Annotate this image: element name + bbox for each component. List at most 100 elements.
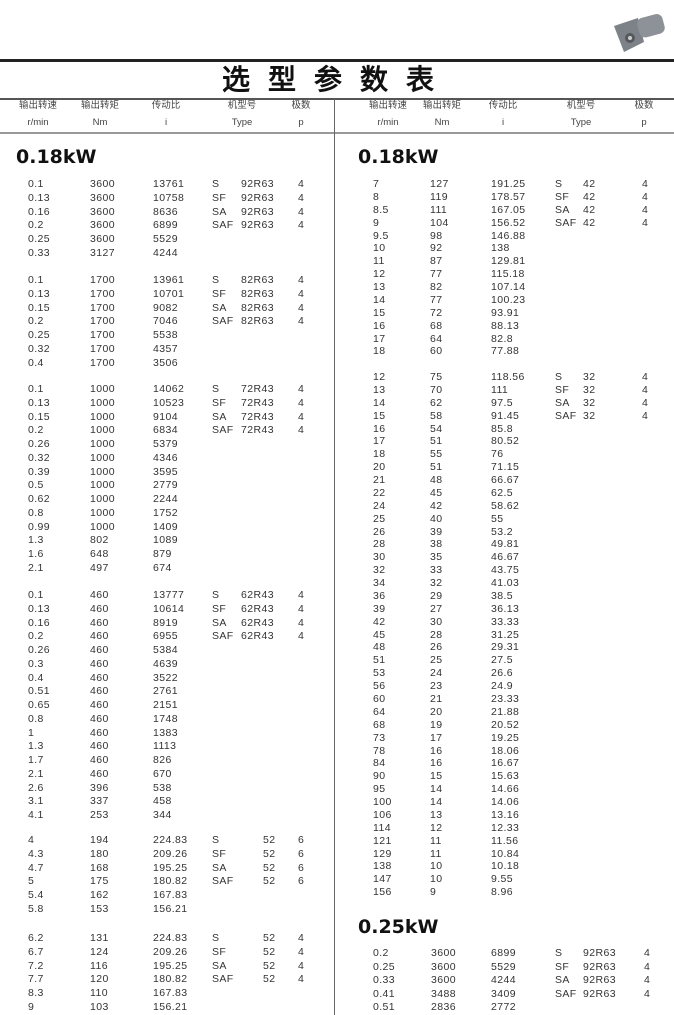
ratio-cell: 6955 [153, 630, 178, 643]
ratio-cell: 9.55 [491, 873, 514, 886]
ratio-cell: 55 [491, 512, 504, 525]
poles-cell: 4 [642, 216, 649, 229]
torque-cell: 1000 [90, 451, 115, 464]
speed-cell: 73 [373, 731, 386, 744]
ratio-cell: 88.13 [491, 319, 520, 332]
type-cell: SAF [212, 219, 234, 232]
torque-cell: 16 [430, 757, 443, 770]
ratio-cell: 167.83 [153, 889, 188, 901]
torque-cell: 460 [90, 685, 109, 698]
model-cell: 52 [263, 932, 276, 944]
speed-cell: 0.1 [28, 589, 44, 601]
torque-cell: 33 [430, 564, 443, 577]
speed-cell: 18 [373, 448, 386, 461]
type-cell: SA [212, 959, 227, 972]
type-cell: SA [555, 396, 570, 409]
speed-cell: 0.33 [373, 974, 396, 986]
torque-cell: 131 [90, 932, 109, 944]
torque-cell: 460 [90, 616, 109, 629]
ratio-cell: 195.25 [153, 861, 188, 874]
torque-cell: 3600 [431, 960, 456, 973]
model-cell: 42 [583, 216, 596, 229]
torque-cell: 3600 [90, 191, 115, 204]
speed-cell: 0.32 [28, 451, 51, 464]
torque-cell: 72 [430, 306, 443, 319]
header-torque-cn: 输出转矩 [422, 100, 461, 111]
torque-cell: 153 [90, 902, 109, 915]
torque-cell: 110 [90, 987, 108, 999]
torque-cell: 460 [90, 589, 109, 601]
type-cell: S [212, 932, 220, 944]
ratio-cell: 107.14 [491, 281, 526, 294]
speed-cell: 6.2 [28, 932, 44, 944]
power-heading: 0.18kW [358, 146, 439, 168]
ratio-cell: 13761 [153, 178, 185, 190]
ratio-cell: 180.82 [153, 973, 188, 986]
type-cell: SA [212, 410, 227, 423]
ratio-cell: 29.31 [491, 641, 520, 654]
ratio-cell: 2761 [153, 685, 178, 698]
speed-cell: 0.8 [28, 712, 44, 725]
model-cell: 42 [583, 203, 596, 216]
header-torque-unit: Nm [434, 117, 450, 128]
model-cell: 82R63 [241, 315, 274, 328]
ratio-cell: 80.52 [491, 435, 520, 448]
poles-cell: 4 [298, 205, 305, 218]
type-cell: SA [212, 616, 227, 629]
torque-cell: 1000 [90, 493, 115, 505]
torque-cell: 28 [430, 628, 443, 641]
speed-cell: 147 [373, 873, 392, 886]
torque-cell: 337 [90, 795, 109, 808]
torque-cell: 1000 [90, 520, 115, 533]
ratio-cell: 344 [153, 809, 172, 821]
speed-cell: 1.7 [28, 754, 44, 766]
torque-cell: 87 [430, 255, 443, 268]
ratio-cell: 10701 [153, 287, 185, 300]
poles-cell: 4 [644, 987, 651, 1000]
model-cell: 92R63 [241, 178, 274, 190]
torque-cell: 51 [430, 435, 443, 448]
torque-cell: 77 [430, 268, 443, 281]
torque-cell: 1700 [90, 329, 115, 341]
speed-cell: 1.3 [28, 740, 44, 753]
header-rule [0, 98, 674, 100]
speed-cell: 51 [373, 654, 386, 667]
header-type-cn: 机型号 [566, 100, 596, 111]
header-speed-unit: r/min [377, 117, 399, 128]
model-cell: 52 [263, 945, 276, 958]
model-cell: 42 [583, 190, 596, 203]
gear-motor-image [614, 14, 665, 52]
model-cell: 62R43 [241, 589, 274, 601]
ratio-cell: 23.33 [491, 693, 520, 705]
speed-cell: 20 [373, 461, 386, 474]
torque-cell: 29 [430, 589, 443, 602]
speed-cell: 39 [373, 602, 386, 615]
model-cell: 52 [263, 973, 276, 986]
model-cell: 92R63 [241, 191, 274, 204]
ratio-cell: 85.8 [491, 422, 514, 435]
model-cell: 52 [263, 834, 276, 846]
speed-cell: 12 [373, 371, 386, 383]
torque-cell: 13 [430, 808, 443, 821]
speed-cell: 60 [373, 693, 386, 705]
ratio-cell: 458 [153, 795, 172, 808]
ratio-cell: 46.67 [491, 551, 520, 564]
model-cell: 42 [583, 178, 596, 190]
torque-cell: 460 [90, 712, 109, 725]
ratio-cell: 224.83 [153, 834, 188, 846]
poles-cell: 4 [642, 178, 649, 190]
type-cell: SAF [212, 875, 234, 888]
poles-cell: 4 [298, 945, 305, 958]
poles-cell: 4 [298, 630, 305, 643]
torque-cell: 15 [430, 770, 443, 783]
model-cell: 52 [263, 875, 276, 888]
speed-cell: 7.7 [28, 973, 44, 986]
speed-cell: 0.2 [373, 947, 389, 959]
torque-cell: 116 [90, 959, 108, 972]
type-cell: SF [212, 287, 227, 300]
speed-cell: 0.1 [28, 383, 44, 395]
torque-cell: 1700 [90, 301, 115, 314]
ratio-cell: 138 [491, 242, 510, 255]
ratio-cell: 31.25 [491, 628, 520, 641]
model-cell: 72R43 [241, 410, 274, 423]
